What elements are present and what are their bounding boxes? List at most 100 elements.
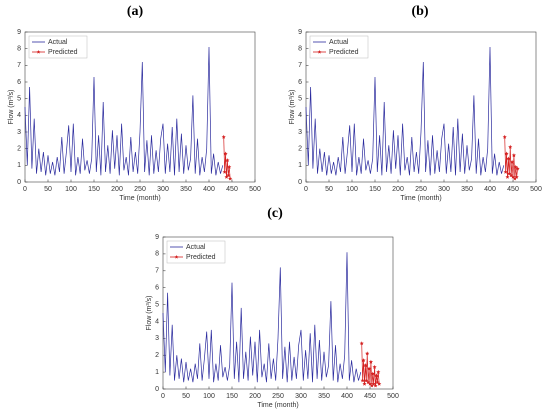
subplot-title: (c) (267, 206, 283, 221)
y-tick-label: 5 (298, 96, 302, 103)
y-tick-label: 3 (155, 335, 159, 342)
x-tick-label: 500 (530, 186, 542, 193)
legend-label: Actual (48, 39, 68, 46)
x-tick-label: 300 (295, 393, 307, 400)
legend-marker (174, 255, 179, 259)
point-marker (375, 380, 380, 385)
subplot: (a) 0 50 100 150 200 250 300 350 400 450 500 0 1 2 3 4 5 6… (8, 4, 261, 202)
y-tick-label: 0 (298, 179, 302, 186)
x-tick-label: 0 (161, 393, 165, 400)
y-tick-label: 8 (298, 46, 302, 53)
x-tick-label: 400 (341, 393, 353, 400)
y-tick-label: 9 (17, 29, 21, 36)
x-axis-label: Time (month) (119, 195, 160, 202)
point-marker (228, 176, 233, 181)
y-tick-label: 7 (155, 268, 159, 275)
x-axis-label: Time (month) (257, 402, 298, 409)
point-marker (366, 380, 371, 385)
x-tick-label: 300 (157, 186, 169, 193)
legend-label: Actual (329, 39, 349, 46)
point-marker (371, 381, 376, 386)
x-tick-label: 500 (387, 393, 399, 400)
y-tick-label: 8 (155, 251, 159, 258)
point-marker (363, 363, 368, 368)
subplot-title: (b) (411, 4, 428, 19)
y-tick-label: 7 (17, 62, 21, 69)
point-marker (368, 359, 374, 364)
y-tick-label: 1 (155, 369, 159, 376)
subplot: (c) 0 50 100 150 200 250 300 350 400 450 500 0 1 2 3 4 5 6… (146, 206, 399, 409)
legend-marker (36, 50, 41, 54)
point-marker (364, 378, 369, 383)
point-marker (370, 371, 375, 376)
point-marker (509, 173, 514, 178)
subplot-title: (a) (127, 4, 144, 19)
y-tick-label: 7 (298, 62, 302, 69)
point-marker (360, 378, 365, 383)
legend: Actual Predicted (28, 35, 88, 59)
x-axis-label: Time (month) (400, 195, 441, 202)
y-axis-label: Flow (m³/s) (289, 90, 296, 125)
point-marker (369, 383, 374, 388)
point-marker (376, 369, 381, 374)
y-tick-label: 0 (17, 179, 21, 186)
x-tick-label: 500 (249, 186, 261, 193)
point-marker (510, 174, 516, 179)
point-marker (374, 373, 379, 378)
y-tick-label: 3 (17, 129, 21, 136)
y-tick-label: 5 (155, 301, 159, 308)
point-marker (224, 174, 229, 179)
series-line (361, 343, 380, 386)
legend: Actual Predicted (309, 35, 369, 59)
subplot: (b) 0 50 100 150 200 250 300 350 400 450 500 0 1 2 3 4 5 6… (289, 4, 542, 202)
point-marker (505, 174, 510, 179)
point-marker (506, 156, 511, 161)
legend: Actual Predicted (166, 240, 226, 264)
x-tick-label: 0 (304, 186, 308, 193)
y-axis-label: Flow (m³/s) (8, 90, 15, 125)
point-marker (361, 358, 366, 363)
x-tick-label: 200 (111, 186, 123, 193)
x-tick-label: 150 (226, 393, 238, 400)
series-line (24, 46, 224, 176)
x-tick-label: 350 (318, 393, 330, 400)
point-marker (366, 366, 372, 371)
x-tick-label: 250 (415, 186, 427, 193)
y-tick-label: 1 (17, 162, 21, 169)
y-tick-label: 6 (17, 79, 21, 86)
legend-box (28, 35, 88, 59)
x-tick-label: 200 (392, 186, 404, 193)
legend-marker (317, 50, 322, 54)
y-tick-label: 8 (17, 46, 21, 53)
point-marker (507, 171, 512, 176)
y-tick-label: 3 (298, 129, 302, 136)
series-line (305, 46, 505, 176)
x-tick-label: 50 (325, 186, 333, 193)
y-tick-label: 6 (298, 79, 302, 86)
point-marker (359, 341, 364, 346)
y-tick-label: 5 (17, 96, 21, 103)
point-marker (226, 173, 231, 178)
point-marker (504, 151, 509, 156)
point-marker (513, 164, 518, 169)
y-tick-label: 4 (298, 112, 302, 119)
point-marker (514, 174, 519, 179)
x-tick-label: 450 (364, 393, 376, 400)
point-marker (365, 351, 370, 356)
point-marker (515, 166, 520, 171)
x-tick-label: 200 (249, 393, 261, 400)
point-marker (227, 164, 232, 169)
point-marker (502, 134, 507, 139)
legend-label: Actual (186, 244, 206, 251)
point-marker (503, 169, 508, 174)
y-tick-label: 2 (17, 146, 21, 153)
point-marker (222, 169, 227, 174)
x-tick-label: 150 (369, 186, 381, 193)
point-marker (509, 159, 515, 164)
point-marker (225, 158, 230, 163)
y-tick-label: 2 (155, 352, 159, 359)
x-tick-label: 300 (438, 186, 450, 193)
legend-box (309, 35, 369, 59)
y-tick-label: 4 (17, 112, 21, 119)
